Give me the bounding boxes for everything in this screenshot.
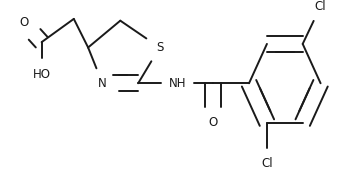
Text: Cl: Cl [315, 0, 326, 13]
Text: NH: NH [169, 77, 186, 90]
Text: S: S [156, 41, 163, 54]
Text: O: O [37, 68, 46, 81]
Text: O: O [209, 116, 218, 129]
Text: N: N [98, 77, 107, 90]
Text: Cl: Cl [261, 157, 273, 170]
Text: HO: HO [32, 68, 51, 81]
Text: O: O [19, 16, 29, 29]
